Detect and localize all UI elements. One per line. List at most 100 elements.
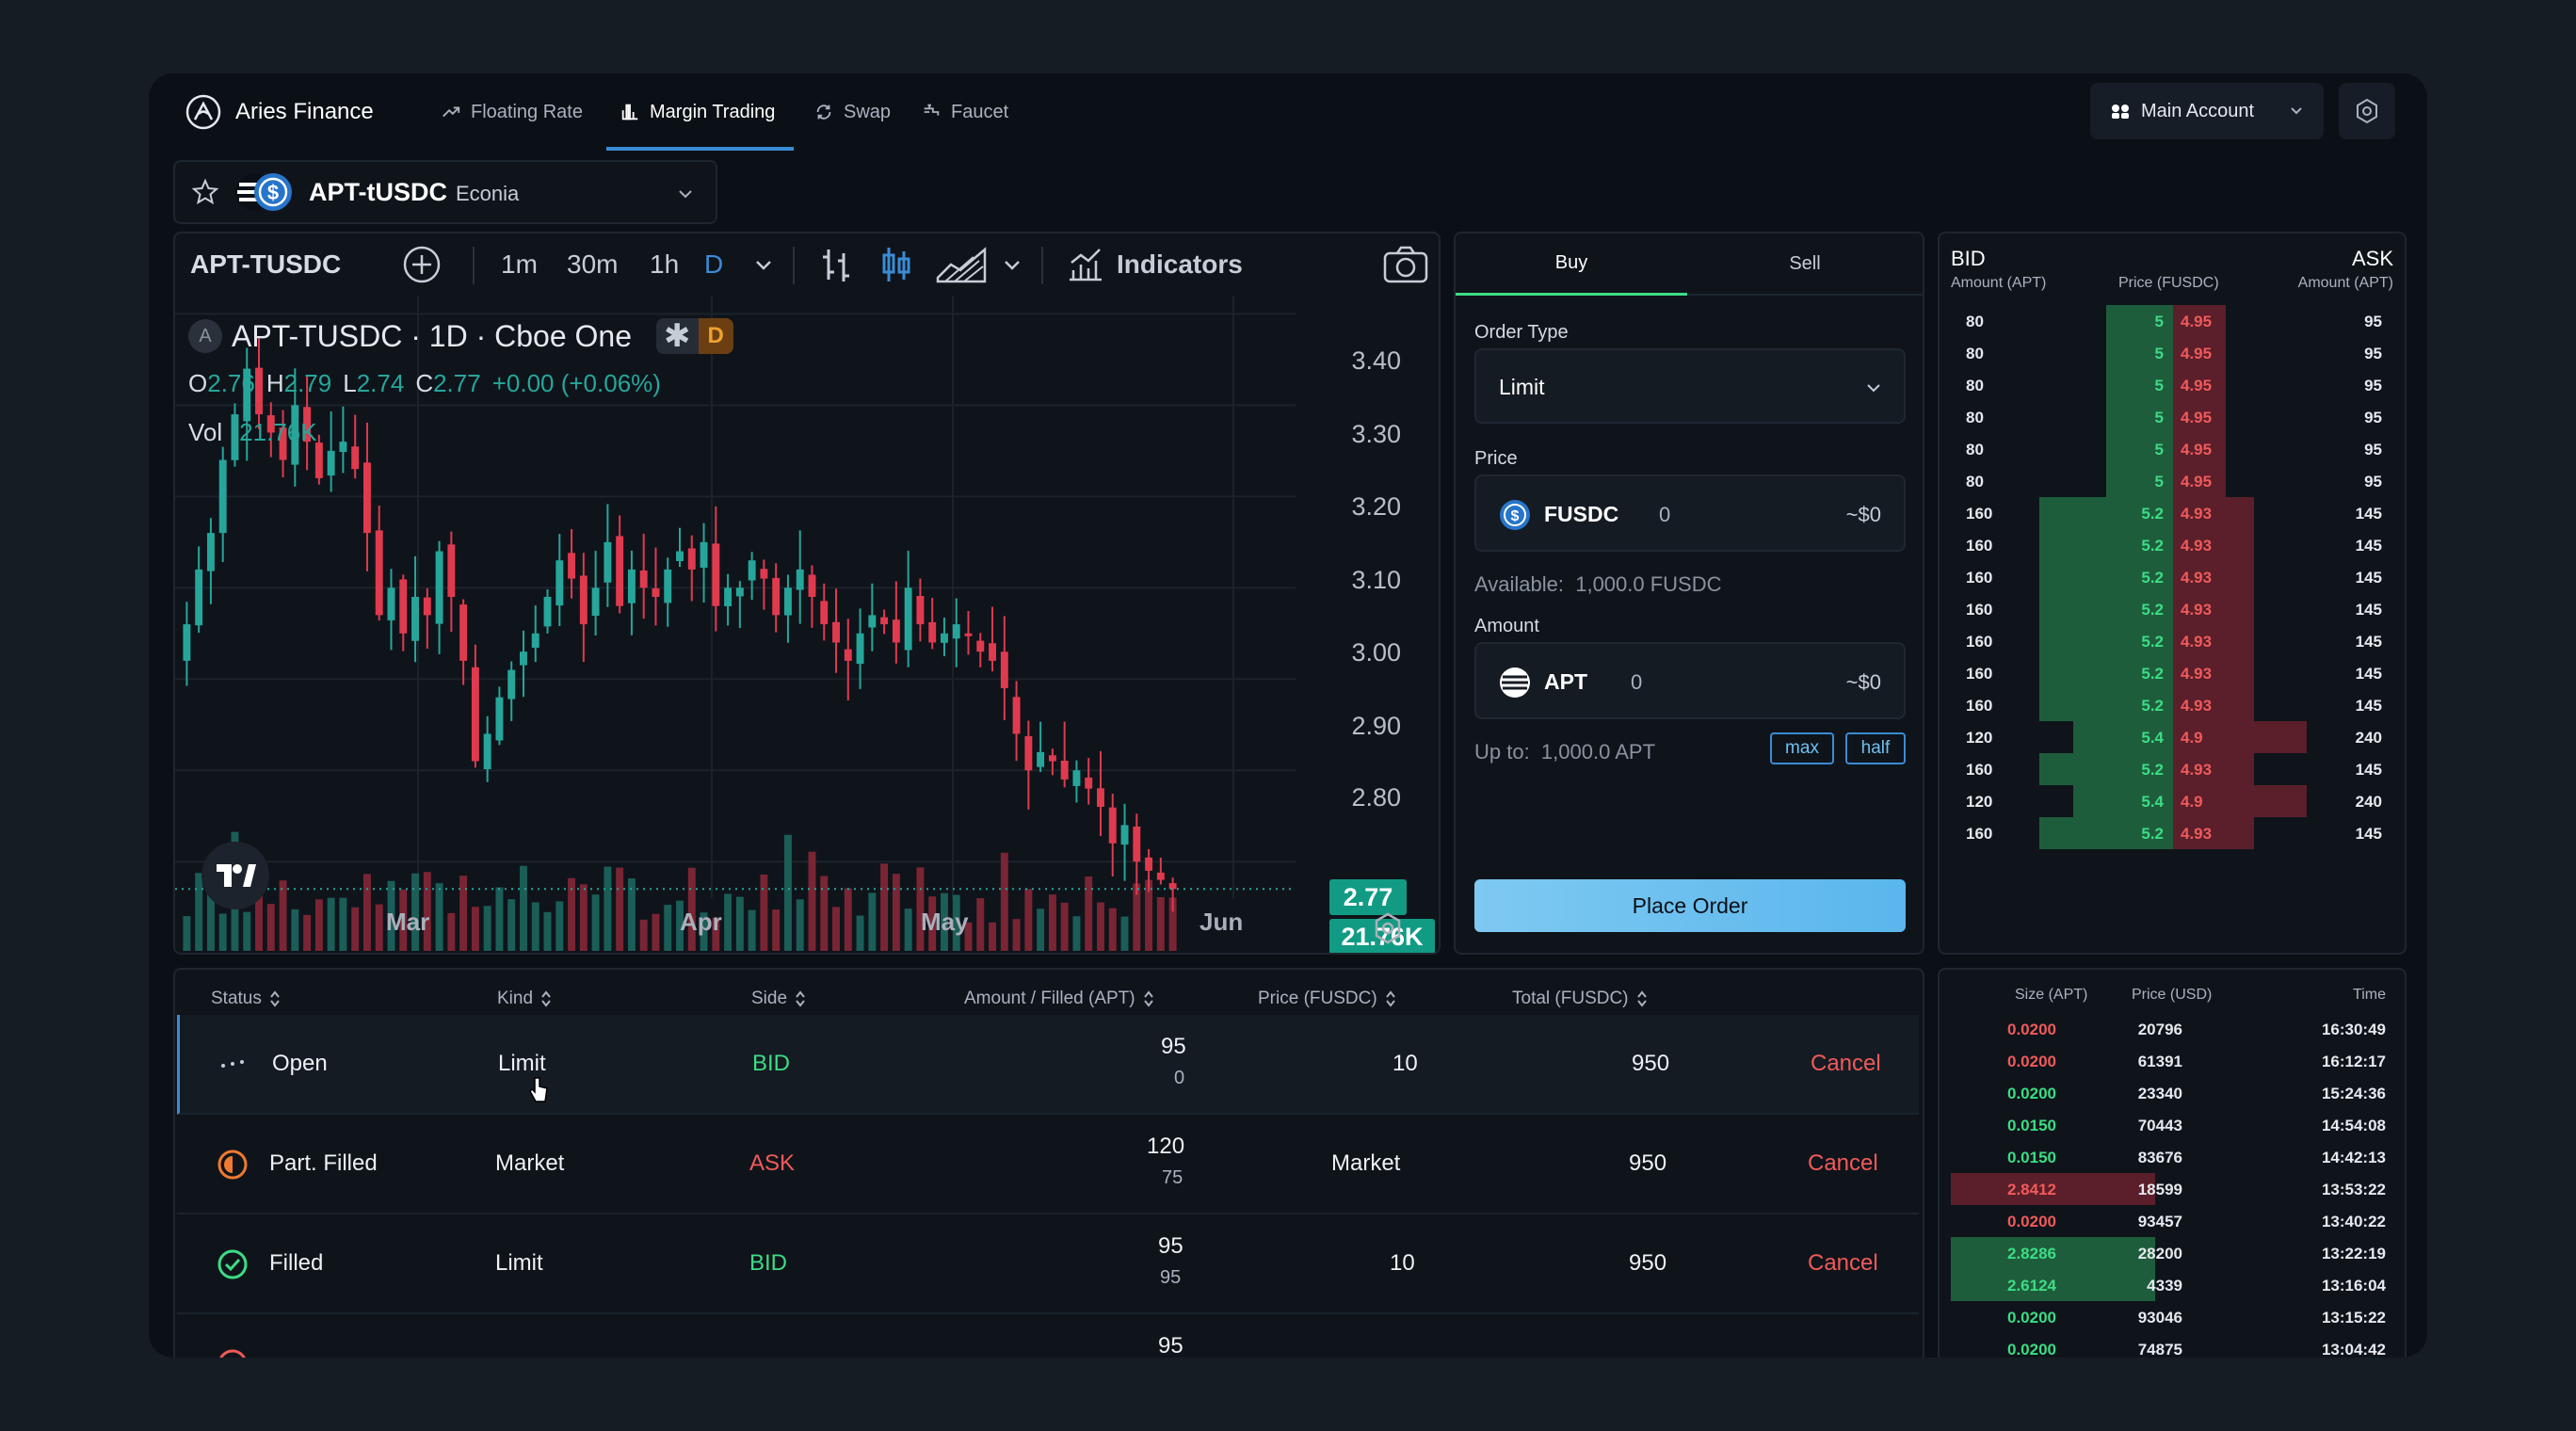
indicators-label: Indicators [1117, 249, 1243, 279]
order-book-row[interactable]: 160 5.2 4.93 145 [1951, 689, 2393, 721]
nav-floating-rate[interactable]: Floating Rate [441, 73, 583, 151]
trade-time: 13:53:22 [2321, 1181, 2386, 1198]
candle-body [989, 643, 997, 661]
interval-d[interactable]: D [704, 249, 724, 279]
indicators-button[interactable]: Indicators [1066, 233, 1243, 296]
volume-legend: Vol 21.76K [188, 418, 317, 447]
area-style-icon[interactable] [936, 244, 989, 285]
header-kind[interactable]: Kind [497, 989, 552, 1009]
order-book-row[interactable]: 120 5.4 4.9 240 [1951, 721, 2393, 753]
chart-panel: APT-TUSDC 1m 30m 1h D Indicators [173, 232, 1441, 955]
order-book-row[interactable]: 80 5 4.95 95 [1951, 305, 2393, 337]
cancel-order-button[interactable]: Cancel [1811, 1051, 1881, 1076]
header-label: Price (FUSDC) [1258, 989, 1377, 1008]
interval-30m[interactable]: 30m [567, 249, 619, 279]
order-book-row[interactable]: 80 5 4.95 95 [1951, 369, 2393, 401]
order-book-row[interactable]: 160 5.2 4.93 145 [1951, 497, 2393, 529]
candle-body [856, 633, 864, 665]
candle-body [520, 651, 527, 666]
max-label: max [1785, 738, 1819, 758]
header-status[interactable]: Status [211, 989, 281, 1009]
header-amount[interactable]: Amount / Filled (APT) [964, 989, 1154, 1009]
nav-label: Faucet [951, 101, 1009, 122]
ask-depth-bar [2173, 689, 2254, 721]
chart-settings-icon[interactable] [1371, 911, 1405, 945]
tab-sell[interactable]: Sell [1687, 233, 1923, 296]
order-book-row[interactable]: 160 5.2 4.93 145 [1951, 753, 2393, 785]
order-row[interactable]: Open Limit BID 95 0 10 950 Cancel [177, 1015, 1919, 1115]
place-order-button[interactable]: Place Order [1474, 879, 1906, 932]
y-tick: 2.90 [1351, 712, 1401, 740]
price-input[interactable]: $ FUSDC 0 ~$0 [1474, 474, 1906, 552]
order-book-row[interactable]: 80 5 4.95 95 [1951, 337, 2393, 369]
ask-depth-bar [2173, 753, 2254, 785]
max-button[interactable]: max [1770, 732, 1834, 764]
chart-symbol[interactable]: APT-TUSDC [190, 249, 342, 279]
pair-selector[interactable]: $ APT-tUSDC Econia [173, 160, 717, 224]
ask-price: 4.95 [2181, 473, 2213, 490]
camera-icon[interactable] [1382, 245, 1429, 284]
candle-body [928, 621, 937, 643]
order-book-row[interactable]: 160 5.2 4.93 145 [1951, 529, 2393, 561]
ohlc-legend: O 2.76 H 2.79 L 2.74 C 2.77 +0.00 (+0.06%) [188, 369, 661, 398]
half-button[interactable]: half [1845, 732, 1906, 764]
bid-price: 5.2 [2141, 569, 2164, 587]
bid-price: 5.2 [2141, 505, 2164, 523]
volume-bar [471, 907, 479, 951]
nav-faucet[interactable]: Faucet [921, 73, 1008, 151]
candle-body [844, 649, 852, 661]
add-symbol-icon[interactable] [401, 244, 443, 285]
order-book-row[interactable]: 80 5 4.95 95 [1951, 433, 2393, 465]
order-book-row[interactable]: 160 5.2 4.93 145 [1951, 817, 2393, 849]
tradingview-logo[interactable] [201, 842, 269, 909]
volume-bar [1060, 902, 1069, 951]
order-row[interactable]: Filled Limit BID 95 95 10 950 Cancel [177, 1214, 1919, 1314]
bar-style-icon[interactable] [817, 244, 855, 285]
trade-size-bar [1951, 1269, 2156, 1301]
legend-badges: ✱ D [656, 318, 733, 354]
cancel-order-button[interactable]: Cancel [1808, 1250, 1878, 1276]
header-price[interactable]: Price (FUSDC) [1258, 989, 1396, 1009]
header-total[interactable]: Total (FUSDC) [1512, 989, 1648, 1009]
header-side[interactable]: Side [751, 989, 806, 1009]
nav-swap[interactable]: Swap [813, 73, 891, 151]
ob-header-ask-amount: Amount (APT) [2297, 275, 2393, 291]
order-book-row[interactable]: 160 5.2 4.93 145 [1951, 657, 2393, 689]
tab-buy[interactable]: Buy [1456, 233, 1687, 296]
brand[interactable]: Aries Finance [185, 92, 374, 132]
candle-style-icon[interactable] [877, 244, 915, 285]
order-row[interactable]: 95 [177, 1314, 1919, 1358]
order-type-select[interactable]: Limit [1474, 348, 1906, 424]
volume-bar [1072, 916, 1081, 951]
trade-row: 0.0200 74875 13:04:42 [1951, 1333, 2393, 1358]
order-book-row[interactable]: 160 5.2 4.93 145 [1951, 561, 2393, 593]
cancel-circle-icon [219, 1349, 246, 1358]
price-chart[interactable] [175, 296, 1441, 955]
interval-1m[interactable]: 1m [501, 249, 538, 279]
ask-amount: 145 [2355, 569, 2382, 587]
order-price: 10 [1390, 1250, 1415, 1276]
chevron-down-icon[interactable] [1002, 254, 1022, 275]
star-icon[interactable] [190, 177, 220, 207]
chevron-down-icon[interactable] [753, 254, 774, 275]
mouse-cursor-icon [529, 1077, 548, 1102]
interval-1h[interactable]: 1h [650, 249, 680, 279]
order-book-row[interactable]: 120 5.4 4.9 240 [1951, 785, 2393, 817]
cancel-order-button[interactable]: Cancel [1808, 1150, 1878, 1176]
last-price-tag: 2.77 [1329, 879, 1407, 915]
settings-button[interactable] [2339, 83, 2395, 139]
order-book-row[interactable]: 80 5 4.95 95 [1951, 401, 2393, 433]
nav-margin-trading[interactable]: Margin Trading [605, 73, 795, 151]
order-book-panel: BID ASK Amount (APT) Price (FUSDC) Amoun… [1938, 232, 2407, 955]
amount-usd: ~$0 [1845, 670, 1881, 694]
trade-history-panel: Size (APT) Price (USD) Time 0.0200 20796 1… [1938, 968, 2407, 1358]
order-book-row[interactable]: 80 5 4.95 95 [1951, 465, 2393, 497]
order-book-row[interactable]: 160 5.2 4.93 145 [1951, 593, 2393, 625]
volume-bar [916, 867, 925, 951]
account-selector[interactable]: Main Account [2090, 83, 2324, 139]
order-row[interactable]: Part. Filled Market ASK 120 75 Market 95… [177, 1115, 1919, 1214]
order-book-row[interactable]: 160 5.2 4.93 145 [1951, 625, 2393, 657]
amount-input[interactable]: APT 0 ~$0 [1474, 642, 1906, 719]
candle-body [604, 541, 612, 583]
bid-amount: 160 [1966, 665, 1993, 683]
